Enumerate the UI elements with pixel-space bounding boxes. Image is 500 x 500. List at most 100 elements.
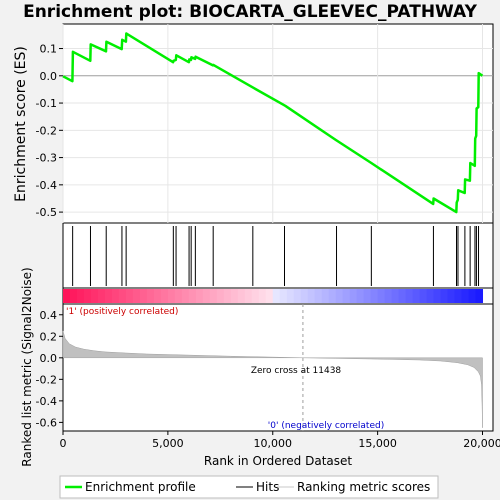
rank-color-segment	[342, 289, 351, 303]
es-panel	[62, 23, 494, 224]
metric-y-axis-label: Ranked list metric (Signal2Noise)	[20, 267, 34, 466]
rank-color-segment	[398, 289, 407, 303]
rank-color-segment	[258, 289, 267, 303]
rank-color-segment	[335, 289, 344, 303]
es-y-tick-label: 0.1	[40, 43, 58, 56]
rank-color-segment	[468, 289, 477, 303]
rank-color-segment	[97, 289, 106, 303]
rank-color-segment	[63, 289, 71, 303]
rank-color-segment	[447, 289, 456, 303]
rank-color-segment	[405, 289, 414, 303]
rank-color-segment	[314, 289, 323, 303]
es-y-axis-label: Enrichment score (ES)	[13, 46, 29, 202]
rank-color-segment	[349, 289, 358, 303]
x-axis: 0 5,000 10,000 15,000 20,000	[60, 431, 500, 450]
rank-color-segment	[104, 289, 113, 303]
metric-y-tick-label: -0.6	[36, 416, 57, 429]
rank-color-segment	[181, 289, 190, 303]
metric-y-tick-label: 0.0	[40, 352, 58, 365]
hits-panel	[62, 222, 494, 289]
ranking-metric-series	[62, 330, 483, 428]
rank-color-segment	[370, 289, 379, 303]
es-y-tick-label: -0.2	[36, 124, 57, 137]
rank-color-segment	[146, 289, 155, 303]
rank-color-segment	[419, 289, 428, 303]
rank-color-segment	[293, 289, 302, 303]
metric-panel	[62, 303, 494, 432]
enrichment-profile-series	[62, 32, 484, 214]
rank-color-segment	[125, 289, 134, 303]
rank-color-segment	[454, 289, 463, 303]
rank-color-segment	[412, 289, 421, 303]
x-tick-label: 10,000	[254, 437, 293, 450]
es-y-tick-label: -0.5	[36, 206, 57, 219]
legend-hits-label: Hits	[256, 480, 279, 494]
rank-color-segment	[244, 289, 253, 303]
rank-color-segment	[251, 289, 260, 303]
legend: Enrichment profile Hits Ranking metric s…	[59, 475, 439, 499]
legend-enrichment-label: Enrichment profile	[85, 480, 196, 494]
metric-y-tick-label: -0.2	[36, 373, 57, 386]
ranking-metric-area	[62, 304, 483, 431]
rank-color-segment	[286, 289, 295, 303]
es-y-tick-label: -0.3	[36, 152, 57, 165]
metric-y-tick-label: -0.4	[36, 395, 57, 408]
rank-color-segment	[321, 289, 330, 303]
rank-color-segment	[440, 289, 449, 303]
rank-color-segment	[307, 289, 316, 303]
rank-color-segment	[230, 289, 239, 303]
rank-color-segment	[363, 289, 372, 303]
rank-color-segment	[265, 289, 274, 303]
x-axis-label: Rank in Ordered Dataset	[204, 454, 352, 468]
hits-ticks	[72, 226, 480, 286]
x-tick-label: 5,000	[152, 437, 184, 450]
metric-y-tick-label: 0.4	[40, 309, 58, 322]
x-tick-label: 0	[60, 437, 67, 450]
rank-color-segment	[139, 289, 148, 303]
rank-color-segment	[475, 289, 484, 303]
rank-color-segment	[223, 289, 232, 303]
rank-color-segment	[279, 289, 288, 303]
rank-color-segment	[377, 289, 386, 303]
enrichment-profile-line	[62, 32, 484, 214]
rank-color-bar	[63, 289, 484, 303]
rank-color-segment	[167, 289, 176, 303]
rank-color-segment	[76, 289, 85, 303]
rank-color-segment	[384, 289, 393, 303]
metric-y-tick-label: 0.2	[40, 330, 58, 343]
es-y-tick-label: -0.1	[36, 97, 57, 110]
positive-correlation-label: '1' (positively correlated)	[66, 307, 178, 317]
rank-color-segment	[433, 289, 442, 303]
rank-color-segment	[237, 289, 246, 303]
metric-y-axis: 0.4 0.2 0.0 -0.2 -0.4 -0.6	[36, 309, 63, 429]
rank-color-segment	[111, 289, 120, 303]
negative-correlation-label: '0' (negatively correlated)	[268, 421, 384, 431]
rank-color-segment	[132, 289, 141, 303]
x-tick-label: 20,000	[463, 437, 500, 450]
rank-color-segment	[461, 289, 470, 303]
legend-metric-label: Ranking metric scores	[297, 480, 430, 494]
es-y-tick-label: 0.0	[40, 70, 58, 83]
rank-color-segment	[174, 289, 183, 303]
rank-color-segment	[356, 289, 365, 303]
rank-color-segment	[202, 289, 211, 303]
rank-color-segment	[83, 289, 92, 303]
x-tick-label: 15,000	[358, 437, 397, 450]
rank-color-segment	[160, 289, 169, 303]
rank-color-segment	[391, 289, 400, 303]
rank-color-segment	[118, 289, 127, 303]
rank-color-segment	[209, 289, 218, 303]
rank-color-segment	[328, 289, 337, 303]
rank-color-segment	[153, 289, 162, 303]
rank-color-segment	[426, 289, 435, 303]
rank-color-segment	[195, 289, 204, 303]
rank-color-segment	[188, 289, 197, 303]
rank-color-segment	[216, 289, 225, 303]
rank-color-segment	[69, 289, 78, 303]
es-y-axis: 0.1 0.0 -0.1 -0.2 -0.3 -0.4 -0.5	[36, 43, 63, 219]
plot-title: Enrichment plot: BIOCARTA_GLEEVEC_PATHWA…	[23, 2, 477, 22]
rank-color-segment	[272, 289, 281, 303]
zero-cross-label: Zero cross at 11438	[251, 366, 342, 376]
rank-color-segment	[300, 289, 309, 303]
